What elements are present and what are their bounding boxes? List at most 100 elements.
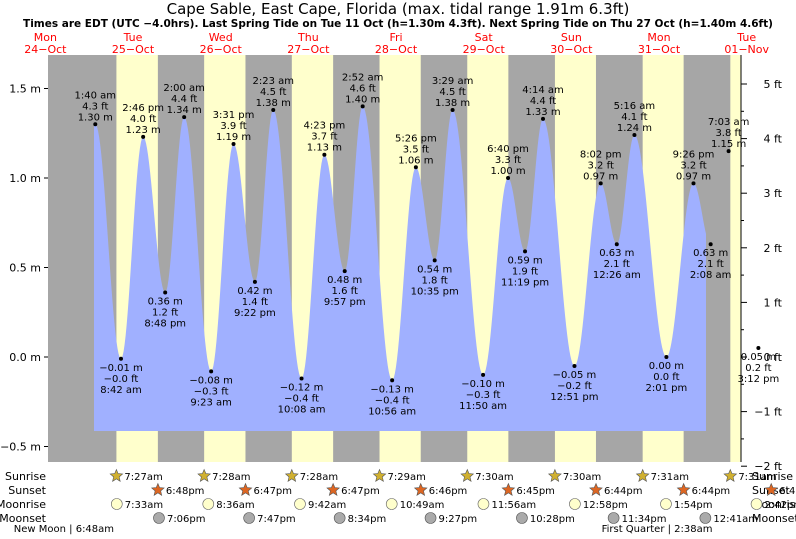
tide-height-ft-label: 1.2 ft [152,308,178,319]
tide-height-m-label: 0.00 m [649,361,684,372]
tide-height-ft-label: 4.4 ft [530,96,556,107]
tide-point [163,290,168,295]
sunrise-icon [723,468,738,482]
tide-time-label: 4:14 am [522,85,564,96]
tide-height-m-label: −0.10 m [461,379,505,390]
day-name-label: Sat [475,31,494,44]
sunset-icon [676,482,691,496]
tide-point [540,116,545,121]
tide-height-m-label: 1.06 m [398,155,433,166]
tide-time-label: 8:02 pm [580,149,622,160]
tide-height-ft-label: 0.2 ft [745,363,771,374]
tide-height-m-label: 1.30 m [78,112,113,123]
day-name-label: Fri [389,31,402,44]
sunrise-time: 7:31am [738,472,776,483]
tide-point [506,176,511,180]
tide-height-ft-label: 4.5 ft [260,87,286,98]
sunrise-time: 7:30am [563,472,601,483]
day-name-label: Wed [209,31,233,44]
day-name-label: Tue [736,31,756,44]
sunrise-icon [197,468,212,482]
tide-time-label: 12:51 pm [550,392,598,403]
date-label: 30−Oct [550,43,593,56]
tide-height-m-label: −0.01 m [99,363,143,374]
tide-time-label: 11:19 pm [501,277,549,288]
sunset-time: 6:43pm [779,486,796,497]
moonrise-icon [660,498,672,510]
tide-point [209,369,214,374]
moonset-icon [243,512,255,524]
date-label: 28−Oct [375,43,418,56]
tide-height-ft-label: 3.2 ft [588,160,614,171]
tide-height-ft-label: 3.9 ft [220,121,246,132]
y-tick-label-ft: 5 ft [764,78,783,91]
tide-time-label: 3:31 pm [213,110,255,121]
day-name-label: Mon [647,31,670,44]
sunset-time: 6:44pm [692,486,731,497]
tide-height-m-label: 0.54 m [417,264,452,275]
moonset-time: 9:27pm [439,514,478,525]
tide-point [299,376,304,381]
tide-point [598,181,603,186]
tide-time-label: 2:46 pm [122,103,164,114]
sunrise-time: 7:31am [651,472,689,483]
tide-height-ft-label: 2.1 ft [697,259,723,270]
tide-height-m-label: 1.19 m [216,132,251,143]
moonrise-icon [569,498,581,510]
tide-time-label: 5:26 pm [395,133,437,144]
sunset-time: 6:47pm [341,486,380,497]
y-tick-label-ft: 0 ft [764,351,783,364]
moonrise-time: 7:33am [125,500,163,511]
moonrise-time: 1:54pm [674,500,713,511]
row-label-left: Sunrise [5,470,46,483]
tide-time-label: 5:16 am [614,101,656,112]
sunrise-time: 7:29am [388,472,426,483]
tide-height-m-label: 1.38 m [256,98,291,109]
moonrise-icon [294,498,306,510]
sunrise-icon [547,468,562,482]
date-labels: Mon24−OctTue25−OctWed26−OctThu27−OctFri2… [24,31,769,56]
sunset-icon [238,482,253,496]
tide-time-label: 7:03 am [708,117,750,128]
tide-time-label: 10:35 pm [411,286,459,297]
tide-point [691,181,696,186]
tide-height-ft-label: −0.0 ft [104,374,139,385]
tide-height-m-label: 1.23 m [126,125,161,136]
date-label: 31−Oct [638,43,681,56]
tide-annotations: 1:40 am4.3 ft1.30 m −0.01 m−0.0 ft8:42 am… [75,72,780,417]
tide-height-m-label: 1.24 m [617,123,652,134]
day-name-label: Sun [561,31,582,44]
tide-height-m-label: 0.48 m [327,275,362,286]
tide-time-label: 9:26 pm [673,149,715,160]
tide-height-m-label: −0.12 m [280,382,324,393]
tide-height-ft-label: 4.3 ft [82,101,108,112]
tide-height-m-label: 0.97 m [676,171,711,182]
tide-height-ft-label: 1.9 ft [512,266,538,277]
tide-height-ft-label: 4.6 ft [349,83,375,94]
sunset-icon [326,482,341,496]
tide-time-label: 4:23 pm [304,121,346,132]
day-name-label: Tue [123,31,143,44]
tide-height-ft-label: 4.5 ft [439,87,465,98]
tide-height-m-label: 0.05 m [741,352,776,363]
moonrise-icon [385,498,398,510]
row-label-left: Moonset [0,512,47,525]
moonset-time: 8:34pm [348,514,387,525]
row-label-right: Moonrise [752,498,796,511]
tide-point [614,242,619,247]
tide-time-label: 2:52 am [342,72,384,83]
moonset-icon [153,512,165,524]
tide-height-ft-label: 1.4 ft [242,297,268,308]
moonset-icon [607,512,620,524]
y-tick-label-m: 1.5 m [9,83,41,96]
moon-phase-label: New Moon | 6:48am [14,524,114,535]
tide-curve [94,106,706,432]
row-label-right: Sunrise [752,470,793,483]
tide-time-label: 2:08 am [690,270,732,281]
tide-height-ft-label: −0.3 ft [194,386,229,397]
date-label: 01−Nov [724,43,769,56]
sunrise-icon [460,468,475,482]
tide-area [94,106,706,432]
tide-height-m-label: 0.36 m [148,297,183,308]
tide-height-m-label: 0.97 m [583,171,618,182]
